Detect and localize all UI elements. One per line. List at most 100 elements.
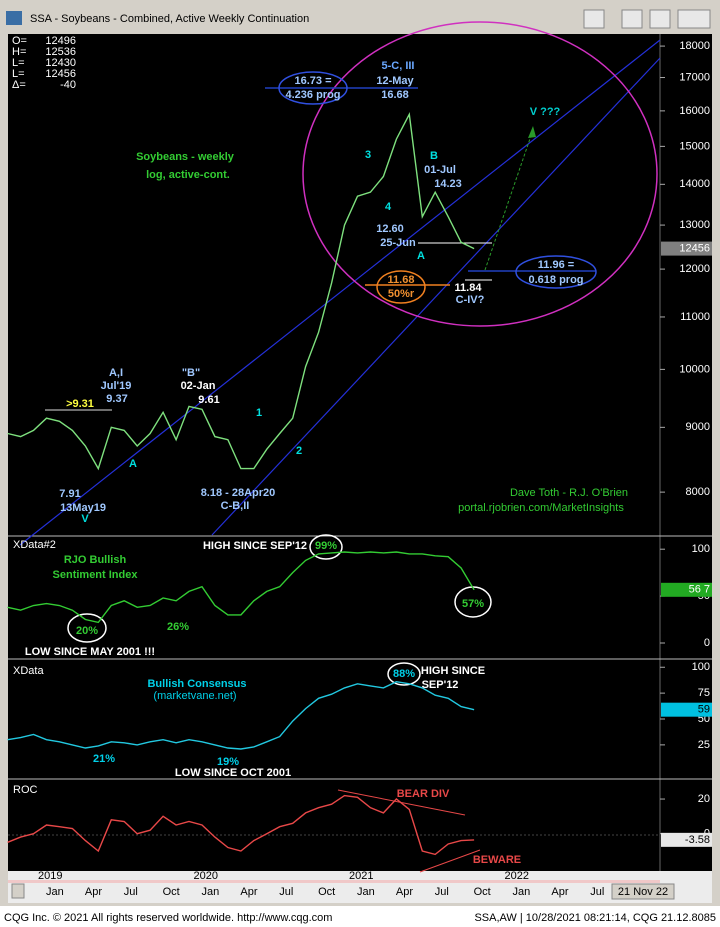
annotation: C-IV? [456,294,485,306]
annotation: 57% [462,598,484,610]
annotation: 4.236 prog [285,89,340,101]
highlight-circle [302,21,658,327]
info-label: L= [12,57,25,69]
annotation: XData#2 [13,539,56,551]
annotation: 0.618 prog [528,274,583,286]
annotation: log, active-cont. [146,169,230,181]
annotation: 50%r [388,288,415,300]
annotation: 4 [385,201,392,213]
y-tick-label: 11000 [680,311,710,323]
x-tick-label: Jan [513,886,531,898]
end-date: 21 Nov 22 [618,886,668,898]
annotation: Soybeans - weekly [136,151,235,163]
annotation: >9.31 [66,398,94,410]
annotation: 16.73 = [294,75,331,87]
annotation: 1 [256,407,262,419]
info-value: 12430 [45,57,76,69]
y-tick-label: 20 [698,793,710,805]
y-tick-label: 18000 [679,40,710,52]
year-label: 2019 [38,870,62,882]
annotation: RJO Bullish [64,554,127,566]
annotation: ROC [13,784,38,796]
x-tick-label: Jul [590,886,604,898]
scroll-left[interactable] [11,883,25,899]
annotation: XData [13,665,44,677]
annotation: LOW SINCE MAY 2001 !!! [25,646,155,658]
annotation: A,I [109,367,123,379]
annotation: 9.37 [106,393,127,405]
y-tick-label: 17000 [679,71,710,83]
annotation: 12-May [376,75,414,87]
data-line [7,551,475,624]
annotation: 02-Jan [181,380,216,392]
window-button[interactable] [583,9,605,29]
y-tick-label: 25 [698,739,710,751]
info-label: O= [12,35,27,47]
annotation: LOW SINCE OCT 2001 [175,767,291,779]
annotation: 9.61 [198,394,219,406]
annotation: 13May19 [60,502,106,514]
data-line [7,680,475,750]
divergence-line [419,849,481,873]
x-tick-label: Apr [85,886,102,898]
annotation: 99% [315,540,337,552]
time-axis [8,871,712,903]
annotation: (marketvane.net) [153,690,236,702]
annotation: 7.91 [59,488,80,500]
y-tick-label: 16000 [679,105,710,117]
annotation: A [129,458,137,470]
annotation: 26% [167,621,189,633]
annotation: 2 [296,445,302,457]
last-value-box [661,241,712,256]
last-value-label: 56 7 [689,584,710,596]
annotation: A [417,250,425,262]
x-tick-label: Jan [202,886,220,898]
annotation: portal.rjobrien.com/MarketInsights [458,502,624,514]
maximize-button[interactable] [649,9,671,29]
annotation: 3 [365,149,371,161]
label-ellipse [309,534,343,560]
y-tick-label: 75 [698,687,710,699]
data-line [7,794,475,856]
annotation: SEP'12 [422,679,459,691]
annotation: Dave Toth - R.J. O'Brien [510,487,628,499]
annotation: Jul'19 [101,380,132,392]
info-label: Δ= [12,79,26,91]
y-tick-label: 13000 [679,219,710,231]
close-button[interactable] [677,9,711,29]
annotation: V ??? [530,106,561,118]
last-value-box [661,832,712,847]
info-label: H= [12,46,26,58]
x-tick-label: Jan [357,886,375,898]
window-title: SSA - Soybeans - Combined, Active Weekly… [30,13,309,25]
last-value-label: 12456 [679,242,710,254]
annotation: HIGH SINCE SEP'12 [203,540,307,552]
minimize-button[interactable] [621,9,643,29]
annotation: "B" [182,367,200,379]
annotation: HIGH SINCE [421,665,485,677]
y-tick-label: 15000 [679,140,710,152]
annotation: Bullish Consensus [147,678,246,690]
y-tick-label: 100 [692,661,710,673]
annotation: 12.60 [376,223,404,235]
annotation: 21% [93,753,115,765]
y-tick-label: 14000 [679,178,710,190]
annotation: 5-C, III [381,60,414,72]
y-tick-label: 8000 [686,486,710,498]
annotation: Sentiment Index [53,569,139,581]
label-ellipse [278,71,348,105]
annotation: 20% [76,625,98,637]
time-axis-strip [8,880,660,883]
x-tick-label: Jul [279,886,293,898]
x-tick-label: Oct [474,886,491,898]
data-line [7,111,475,471]
info-label: L= [12,68,25,80]
year-label: 2022 [505,870,529,882]
label-ellipse [515,255,597,289]
year-label: 2020 [194,870,218,882]
annotation: 11.68 [388,274,415,286]
annotation: 01-Jul [424,164,456,176]
y-tick-label: 100 [692,543,710,555]
